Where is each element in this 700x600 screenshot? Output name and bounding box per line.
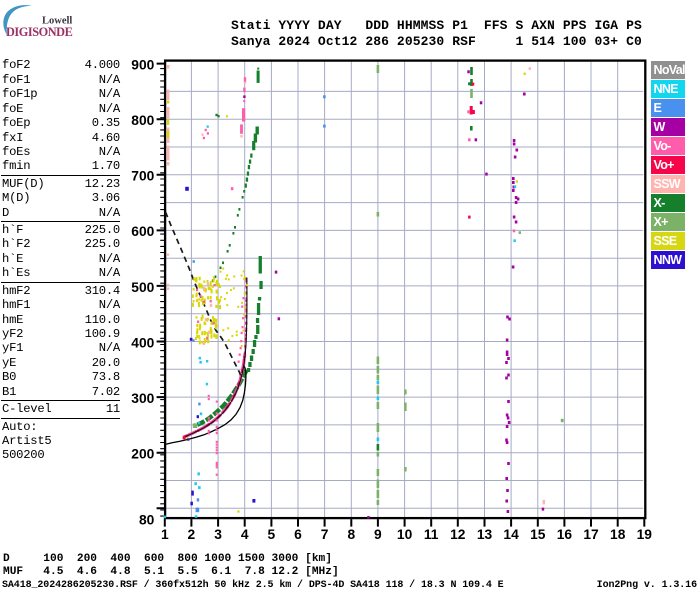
svg-text:8: 8 [347, 527, 355, 542]
svg-text:10: 10 [397, 527, 413, 542]
svg-text:6: 6 [294, 527, 302, 542]
svg-text:18: 18 [610, 527, 626, 542]
svg-text:500: 500 [131, 280, 154, 295]
svg-text:17: 17 [583, 527, 599, 542]
svg-text:4: 4 [241, 527, 249, 542]
svg-text:13: 13 [477, 527, 493, 542]
svg-text:9: 9 [374, 527, 382, 542]
svg-text:DIGISONDE: DIGISONDE [6, 25, 73, 39]
svg-text:1: 1 [161, 527, 169, 542]
svg-text:400: 400 [131, 335, 154, 350]
svg-text:700: 700 [131, 169, 154, 184]
svg-text:12: 12 [450, 527, 466, 542]
svg-text:Lowell: Lowell [42, 16, 72, 27]
svg-text:600: 600 [131, 224, 154, 239]
svg-text:2: 2 [188, 527, 196, 542]
svg-text:5: 5 [268, 527, 276, 542]
svg-text:11: 11 [424, 527, 439, 542]
svg-text:7: 7 [321, 527, 329, 542]
svg-text:300: 300 [131, 391, 154, 406]
svg-text:14: 14 [503, 527, 519, 542]
svg-text:19: 19 [637, 527, 653, 542]
svg-text:80: 80 [139, 512, 155, 527]
svg-text:900: 900 [131, 57, 154, 72]
svg-text:3: 3 [214, 527, 222, 542]
svg-text:15: 15 [530, 527, 546, 542]
svg-text:800: 800 [131, 113, 154, 128]
svg-text:200: 200 [131, 447, 154, 462]
svg-text:16: 16 [557, 527, 573, 542]
